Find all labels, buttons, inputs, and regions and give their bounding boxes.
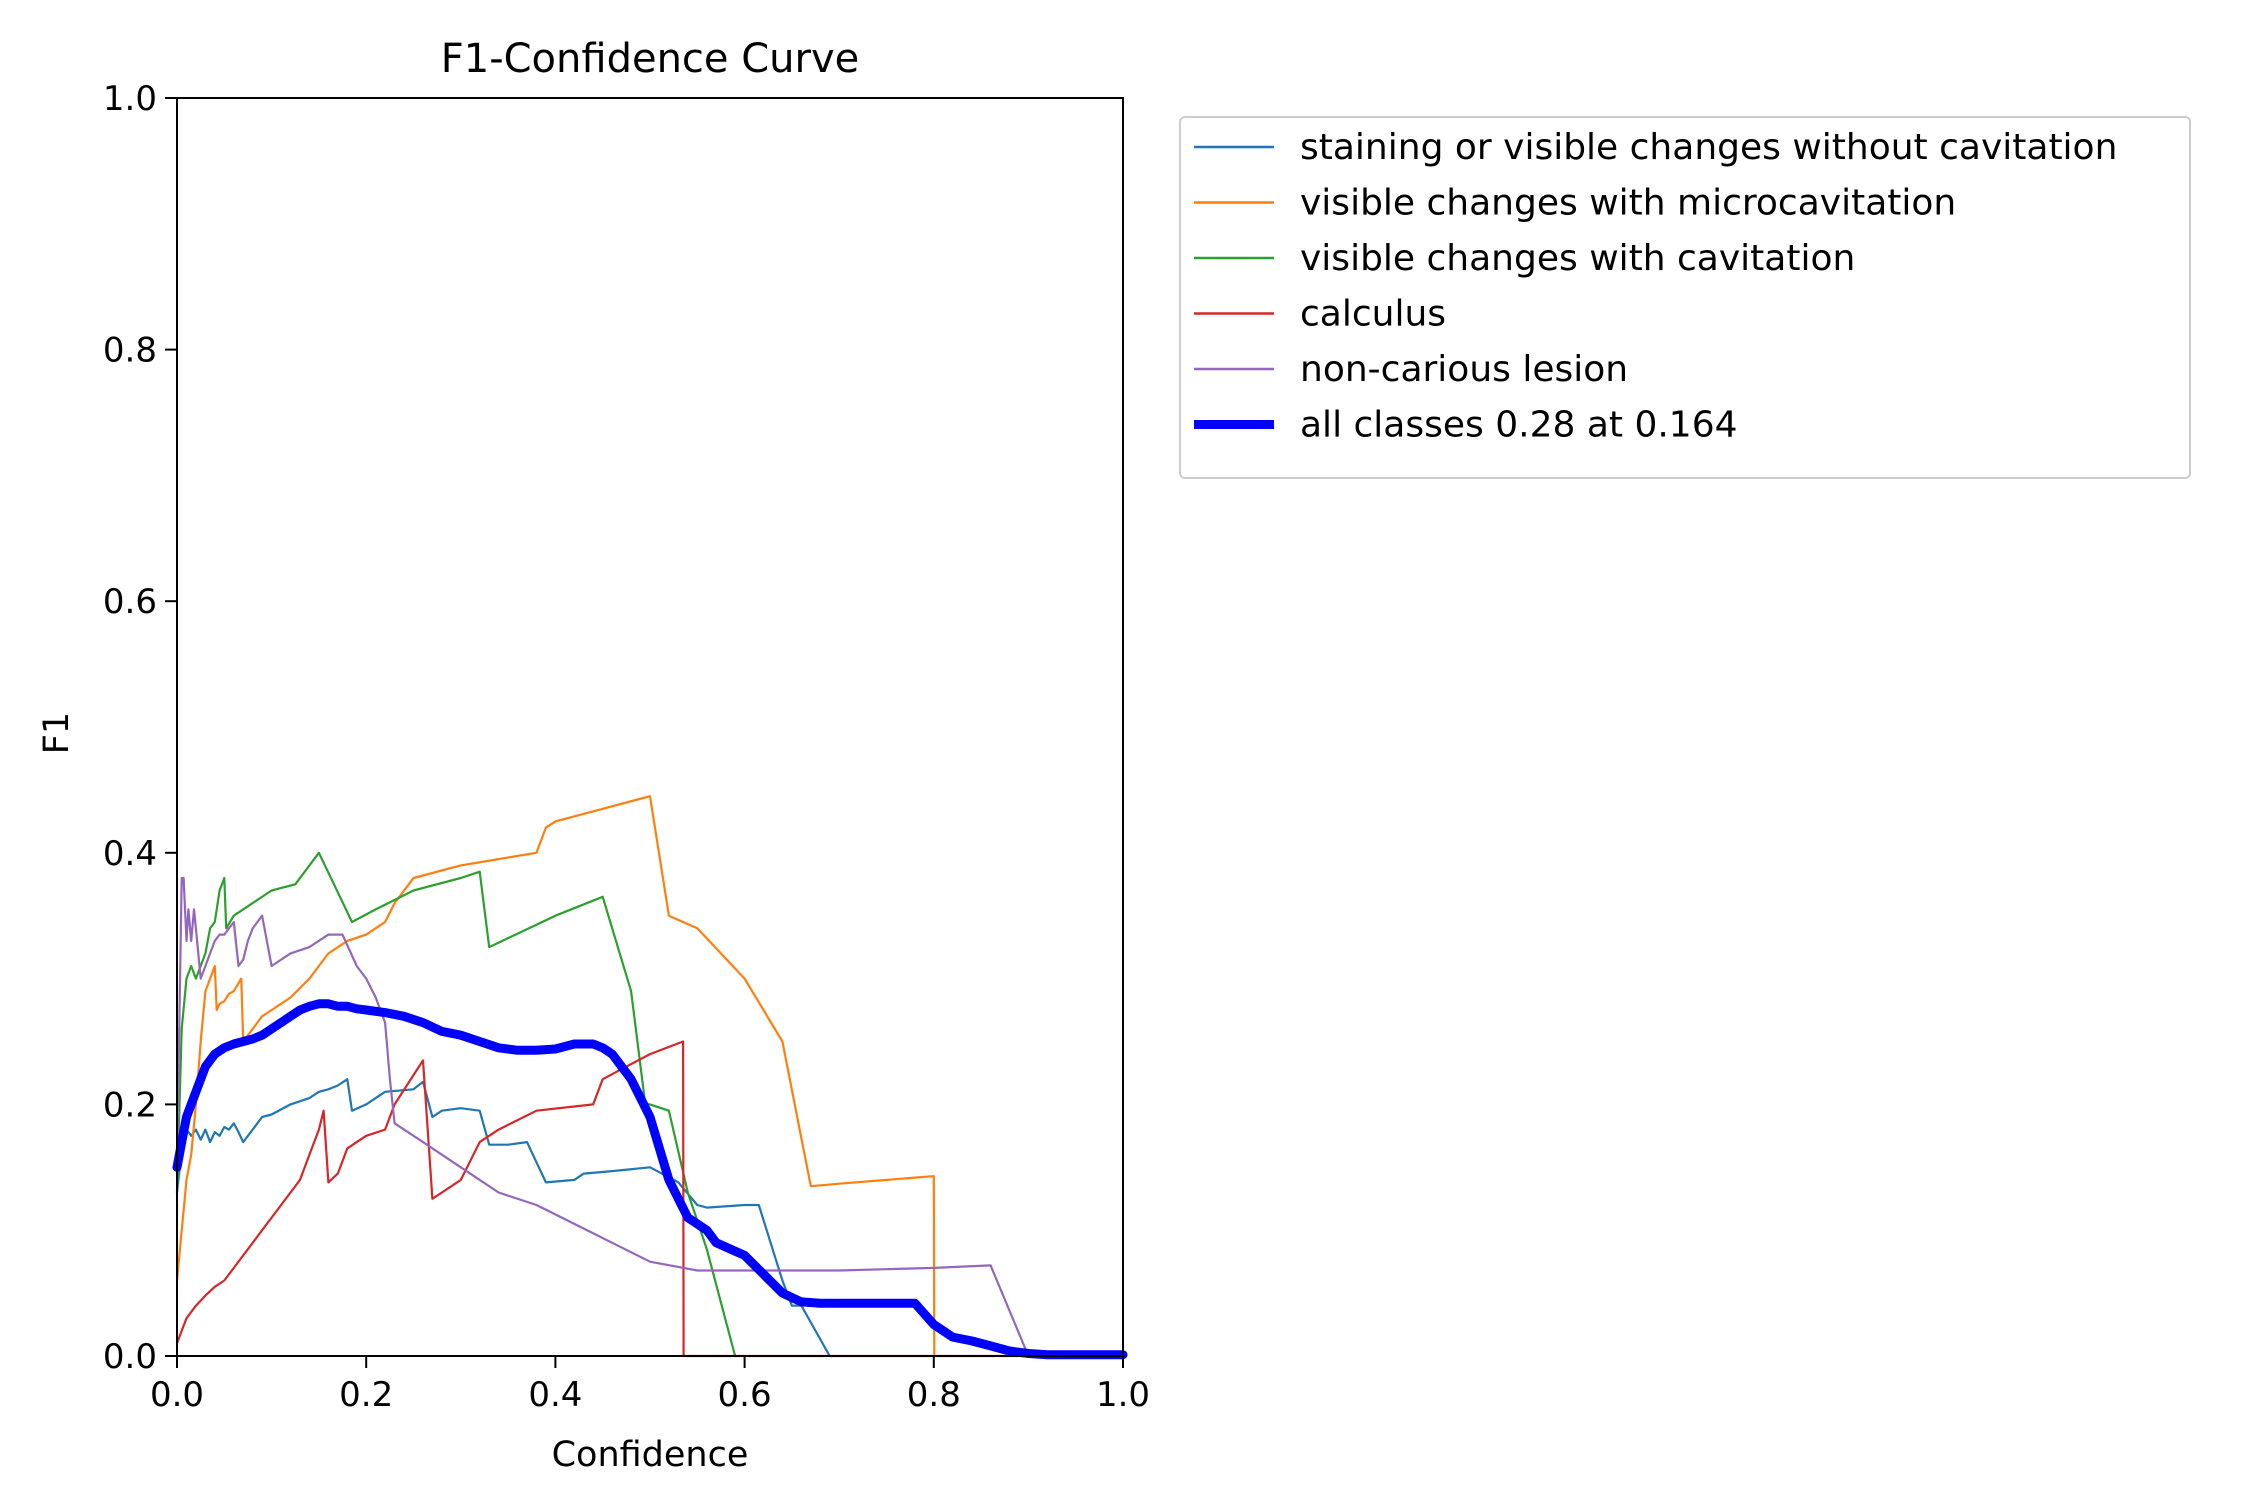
series-line-0 xyxy=(175,1078,831,1358)
series-line-2 xyxy=(175,851,737,1358)
legend-label-5: all classes 0.28 at 0.164 xyxy=(1300,405,1738,446)
series-layer xyxy=(172,795,1128,1360)
x-tick-label: 1.0 xyxy=(1096,1375,1150,1415)
y-tick-label: 1.0 xyxy=(103,79,157,119)
y-axis-label: F1 xyxy=(37,712,77,754)
axes-layer: 0.0 0.2 0.4 0.6 0.8 1.0 0.0 0.2 0.4 0.6 0.8 1.0 xyxy=(103,79,1150,1415)
series-line-1 xyxy=(175,795,936,1358)
x-tick-label: 0.0 xyxy=(150,1375,204,1415)
x-tick-label: 0.6 xyxy=(718,1375,772,1415)
x-tick-label: 0.2 xyxy=(339,1375,393,1415)
x-axis-label: Confidence xyxy=(552,1435,749,1475)
y-tick-label: 0.8 xyxy=(103,331,157,371)
legend-box xyxy=(1179,116,2191,479)
series-line-5 xyxy=(172,999,1128,1360)
legend-label-3: calculus xyxy=(1300,294,1446,335)
legend-label-0: staining or visible changes without cavi… xyxy=(1300,127,2117,168)
chart-title: F1-Confidence Curve xyxy=(441,36,860,82)
legend: staining or visible changes without cavi… xyxy=(1179,116,2191,479)
y-tick-label: 0.6 xyxy=(103,582,157,622)
x-tick-label: 0.8 xyxy=(907,1375,961,1415)
y-tick-label: 0.0 xyxy=(103,1337,157,1377)
legend-label-2: visible changes with cavitation xyxy=(1300,238,1855,279)
plot-frame xyxy=(176,97,1124,1357)
x-tick-label: 0.4 xyxy=(528,1375,582,1415)
legend-label-1: visible changes with microcavitation xyxy=(1300,183,1956,224)
y-tick-label: 0.2 xyxy=(103,1085,157,1125)
y-tick-label: 0.4 xyxy=(103,834,157,874)
legend-label-4: non-carious lesion xyxy=(1300,349,1628,390)
series-line-3 xyxy=(175,1040,1125,1358)
series-line-4 xyxy=(175,876,1030,1358)
